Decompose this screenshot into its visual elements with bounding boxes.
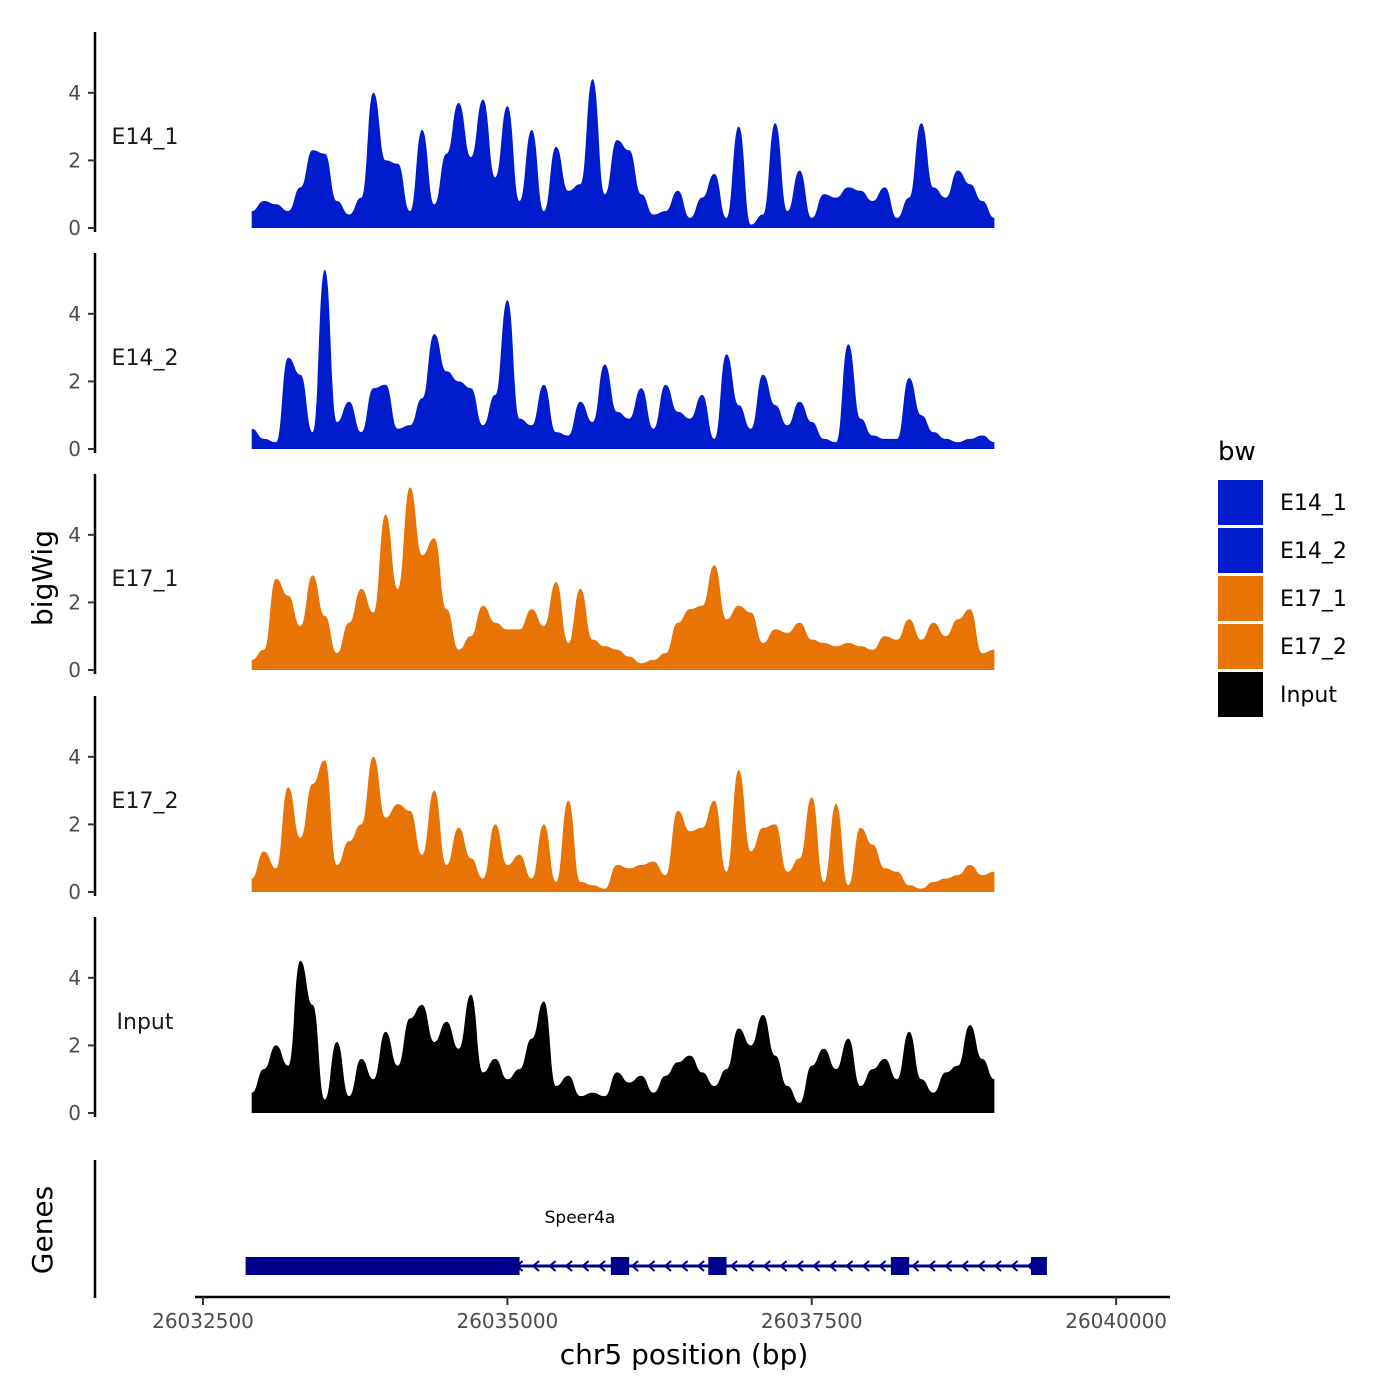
strand-arrow [647, 1260, 656, 1272]
y-tick-label: 2 [68, 148, 81, 172]
strand-arrow [960, 1260, 969, 1272]
track-e17-1: 0 2 4 E17_1 [68, 474, 995, 682]
track-e17-2: 0 2 4 E17_2 [68, 696, 995, 904]
strand-arrow [597, 1260, 606, 1272]
y-tick-label: 2 [68, 590, 81, 614]
y-axis-title: bigWig [26, 530, 59, 626]
y-tick-label: 4 [68, 81, 81, 105]
legend-swatch [1218, 528, 1263, 573]
y-tick-label: 4 [68, 966, 81, 990]
track-label: E17_2 [112, 789, 179, 814]
y-tick-label: 0 [68, 437, 81, 461]
y-tick-label: 2 [68, 1033, 81, 1057]
strand-arrow [845, 1260, 854, 1272]
track-e14-2: 0 2 4 E14_2 [68, 253, 995, 461]
strand-arrow [746, 1260, 755, 1272]
gene-exon [1030, 1257, 1047, 1275]
legend-label: E14_1 [1280, 491, 1347, 516]
x-axis: 26032500 26035000 26037500 26040000 [152, 1295, 1170, 1333]
strand-arrow [927, 1260, 936, 1272]
strand-arrow [993, 1260, 1002, 1272]
strand-arrow [762, 1260, 771, 1272]
strand-arrow [531, 1260, 540, 1272]
legend-label: E17_1 [1280, 587, 1347, 612]
strand-arrow [911, 1260, 920, 1272]
gene-exon [890, 1257, 910, 1275]
strand-arrow [564, 1260, 573, 1272]
legend-swatch [1218, 480, 1263, 525]
genes-track-title: Genes [26, 1186, 59, 1274]
x-axis-title: chr5 position (bp) [560, 1338, 809, 1371]
area-series-input [251, 960, 995, 1113]
area-series-e14-1 [251, 79, 995, 228]
x-tick-label: 26037500 [761, 1309, 863, 1333]
y-tick-label: 4 [68, 523, 81, 547]
strand-arrow [581, 1260, 590, 1272]
strand-arrow [878, 1260, 887, 1272]
strand-arrow [977, 1260, 986, 1272]
y-tick-label: 0 [68, 658, 81, 682]
tracks-layer: 0 2 4 E14_1 0 2 4 E14_2 0 2 4 E17_1 0 2 4 E17_2 0 2 4 Input [68, 32, 995, 1125]
area-series-e14-2 [251, 269, 995, 449]
strand-arrow [944, 1260, 953, 1272]
legend-swatch [1218, 576, 1263, 621]
y-tick-label: 0 [68, 216, 81, 240]
y-tick-label: 2 [68, 812, 81, 836]
strand-arrow [696, 1260, 705, 1272]
strand-arrow [680, 1260, 689, 1272]
strand-arrow [729, 1260, 738, 1272]
legend-label: E17_2 [1280, 635, 1347, 660]
strand-arrow [795, 1260, 804, 1272]
genes-track: Speer4a [93, 1160, 1047, 1298]
area-series-e17-2 [251, 756, 995, 892]
strand-arrow [1010, 1260, 1019, 1272]
track-e14-1: 0 2 4 E14_1 [68, 32, 995, 240]
gene-name-label: Speer4a [545, 1208, 616, 1228]
x-tick-label: 26032500 [152, 1309, 254, 1333]
track-input: 0 2 4 Input [68, 917, 995, 1125]
y-tick-label: 0 [68, 1101, 81, 1125]
gene-exon [708, 1257, 727, 1275]
gene-exon [610, 1257, 630, 1275]
legend-swatch [1218, 624, 1263, 669]
strand-arrow [861, 1260, 870, 1272]
strand-arrow [630, 1260, 639, 1272]
y-tick-label: 4 [68, 302, 81, 326]
track-label: E17_1 [112, 567, 179, 592]
strand-arrow [828, 1260, 837, 1272]
y-tick-label: 0 [68, 880, 81, 904]
track-label: Input [117, 1010, 174, 1035]
y-tick-label: 4 [68, 745, 81, 769]
x-tick-label: 26035000 [456, 1309, 558, 1333]
track-label: E14_1 [112, 125, 179, 150]
y-tick-label: 2 [68, 369, 81, 393]
legend-label: E14_2 [1280, 539, 1347, 564]
legend-label: Input [1280, 683, 1337, 708]
strand-arrow [812, 1260, 821, 1272]
legend: bw E14_1 E14_2 E17_1 E17_2 Input [1218, 437, 1347, 717]
strand-arrow [779, 1260, 788, 1272]
gene-exon [245, 1257, 520, 1275]
area-series-e17-1 [251, 487, 995, 670]
strand-arrow [663, 1260, 672, 1272]
x-tick-label: 26040000 [1065, 1309, 1167, 1333]
legend-title: bw [1218, 437, 1256, 467]
track-label: E14_2 [112, 346, 179, 371]
legend-swatch [1218, 672, 1263, 717]
strand-arrow [548, 1260, 557, 1272]
